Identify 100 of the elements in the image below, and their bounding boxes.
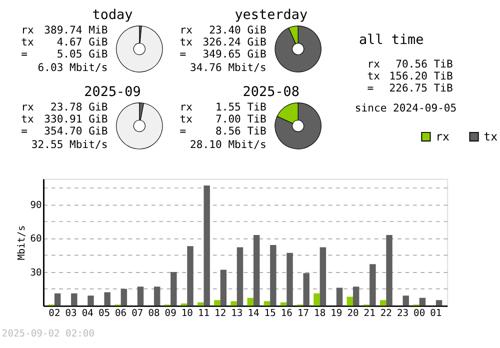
donut-slice — [116, 26, 163, 72]
bar — [336, 288, 343, 306]
text: 23.40 GiB — [209, 24, 266, 37]
bar — [386, 234, 392, 306]
text: since 2024-09-05 — [354, 102, 457, 114]
bar — [346, 296, 353, 306]
text: 326.24 GiB — [202, 36, 266, 49]
chart-title: yesterday — [234, 8, 308, 24]
text: tx — [21, 36, 34, 49]
bar — [320, 247, 326, 306]
x-tick-label: 14 — [248, 308, 260, 319]
chart-title: 2025-08 — [242, 85, 300, 100]
x-tick-label: 01 — [430, 308, 442, 319]
text: 1.55 TiB — [215, 102, 266, 114]
x-tick-label: 06 — [115, 308, 127, 319]
x-tick-label: 08 — [148, 308, 160, 319]
bar — [204, 186, 210, 306]
text: 23.78 GiB — [50, 102, 108, 114]
x-tick-label: 00 — [414, 308, 426, 319]
donut-slice — [116, 102, 163, 150]
bar — [88, 296, 94, 306]
bar — [270, 245, 276, 306]
x-tick-label: 07 — [132, 308, 144, 319]
text: rx — [180, 24, 193, 37]
donut-slice — [274, 26, 322, 72]
x-tick-label: 13 — [231, 308, 243, 319]
text: 349.65 GiB — [202, 48, 266, 61]
bar — [54, 293, 61, 306]
donut-slice — [274, 102, 322, 150]
bar — [214, 300, 220, 306]
bar — [286, 252, 293, 306]
bar — [370, 264, 376, 306]
bar — [137, 286, 144, 306]
text: = — [367, 82, 374, 94]
text: all time — [358, 33, 424, 48]
text: = — [180, 48, 186, 61]
x-tick-label: 17 — [297, 308, 310, 319]
text: tx — [367, 70, 380, 82]
bar — [419, 298, 426, 306]
text: 354.70 GiB — [44, 126, 108, 138]
x-tick-label: 10 — [181, 308, 194, 319]
y-axis-title: Mbit/s — [16, 225, 28, 260]
bar — [380, 300, 386, 306]
bar — [71, 293, 78, 306]
y-tick-label: 60 — [30, 234, 42, 245]
x-tick-label: 02 — [48, 308, 60, 319]
text: tx — [180, 36, 193, 49]
x-tick-label: 15 — [264, 308, 276, 319]
y-tick-label: 90 — [30, 200, 42, 211]
text: rx — [21, 24, 34, 37]
x-tick-label: 03 — [65, 308, 78, 319]
bar — [253, 234, 260, 306]
legend-label: rx — [436, 130, 450, 144]
x-tick-label: 04 — [82, 308, 94, 319]
text: 5.05 GiB — [56, 48, 108, 61]
text: 330.91 GiB — [44, 114, 108, 126]
x-tick-label: 12 — [214, 308, 226, 319]
text: 7.00 TiB — [215, 114, 266, 126]
text: rx — [367, 58, 380, 70]
bar — [436, 300, 442, 306]
text: 226.75 TiB — [389, 82, 453, 94]
bar — [120, 288, 128, 306]
text: rx — [21, 102, 34, 114]
bar — [402, 296, 409, 306]
bar — [247, 298, 254, 306]
bar — [154, 286, 160, 306]
bar — [314, 293, 320, 306]
text: 2025-09-02 02:00 — [2, 328, 95, 340]
bar — [303, 273, 310, 306]
bar — [264, 301, 270, 306]
x-tick-label: 23 — [396, 308, 409, 319]
x-tick-label: 18 — [314, 308, 326, 319]
text: 4.67 GiB — [56, 36, 108, 49]
x-tick-label: 20 — [347, 308, 359, 319]
x-tick-label: 09 — [164, 308, 177, 319]
bar — [352, 286, 360, 306]
x-tick-label: 05 — [98, 308, 110, 319]
bar — [104, 292, 110, 306]
text: 34.76 Mbit/s — [190, 62, 266, 74]
bar — [220, 270, 227, 306]
y-tick-label: 30 — [30, 267, 42, 278]
legend-label: tx — [484, 130, 498, 144]
text: 6.03 Mbit/s — [38, 62, 108, 74]
chart-title: 2025-09 — [84, 85, 141, 100]
bar — [236, 247, 244, 306]
text: 156.20 TiB — [389, 70, 453, 82]
text: 389.74 MiB — [44, 24, 108, 37]
bar — [230, 301, 237, 306]
x-tick-label: 11 — [198, 308, 210, 319]
text: rx — [180, 102, 193, 114]
text: = — [180, 126, 186, 138]
bar — [170, 272, 177, 306]
text: 8.56 TiB — [215, 126, 266, 138]
text: 28.10 Mbit/s — [190, 139, 266, 152]
bar — [187, 246, 194, 306]
x-tick-label: 19 — [330, 308, 342, 319]
x-tick-label: 16 — [280, 308, 293, 319]
chart-title: today — [92, 8, 133, 24]
x-tick-label: 22 — [380, 308, 392, 319]
text: = — [21, 126, 28, 138]
